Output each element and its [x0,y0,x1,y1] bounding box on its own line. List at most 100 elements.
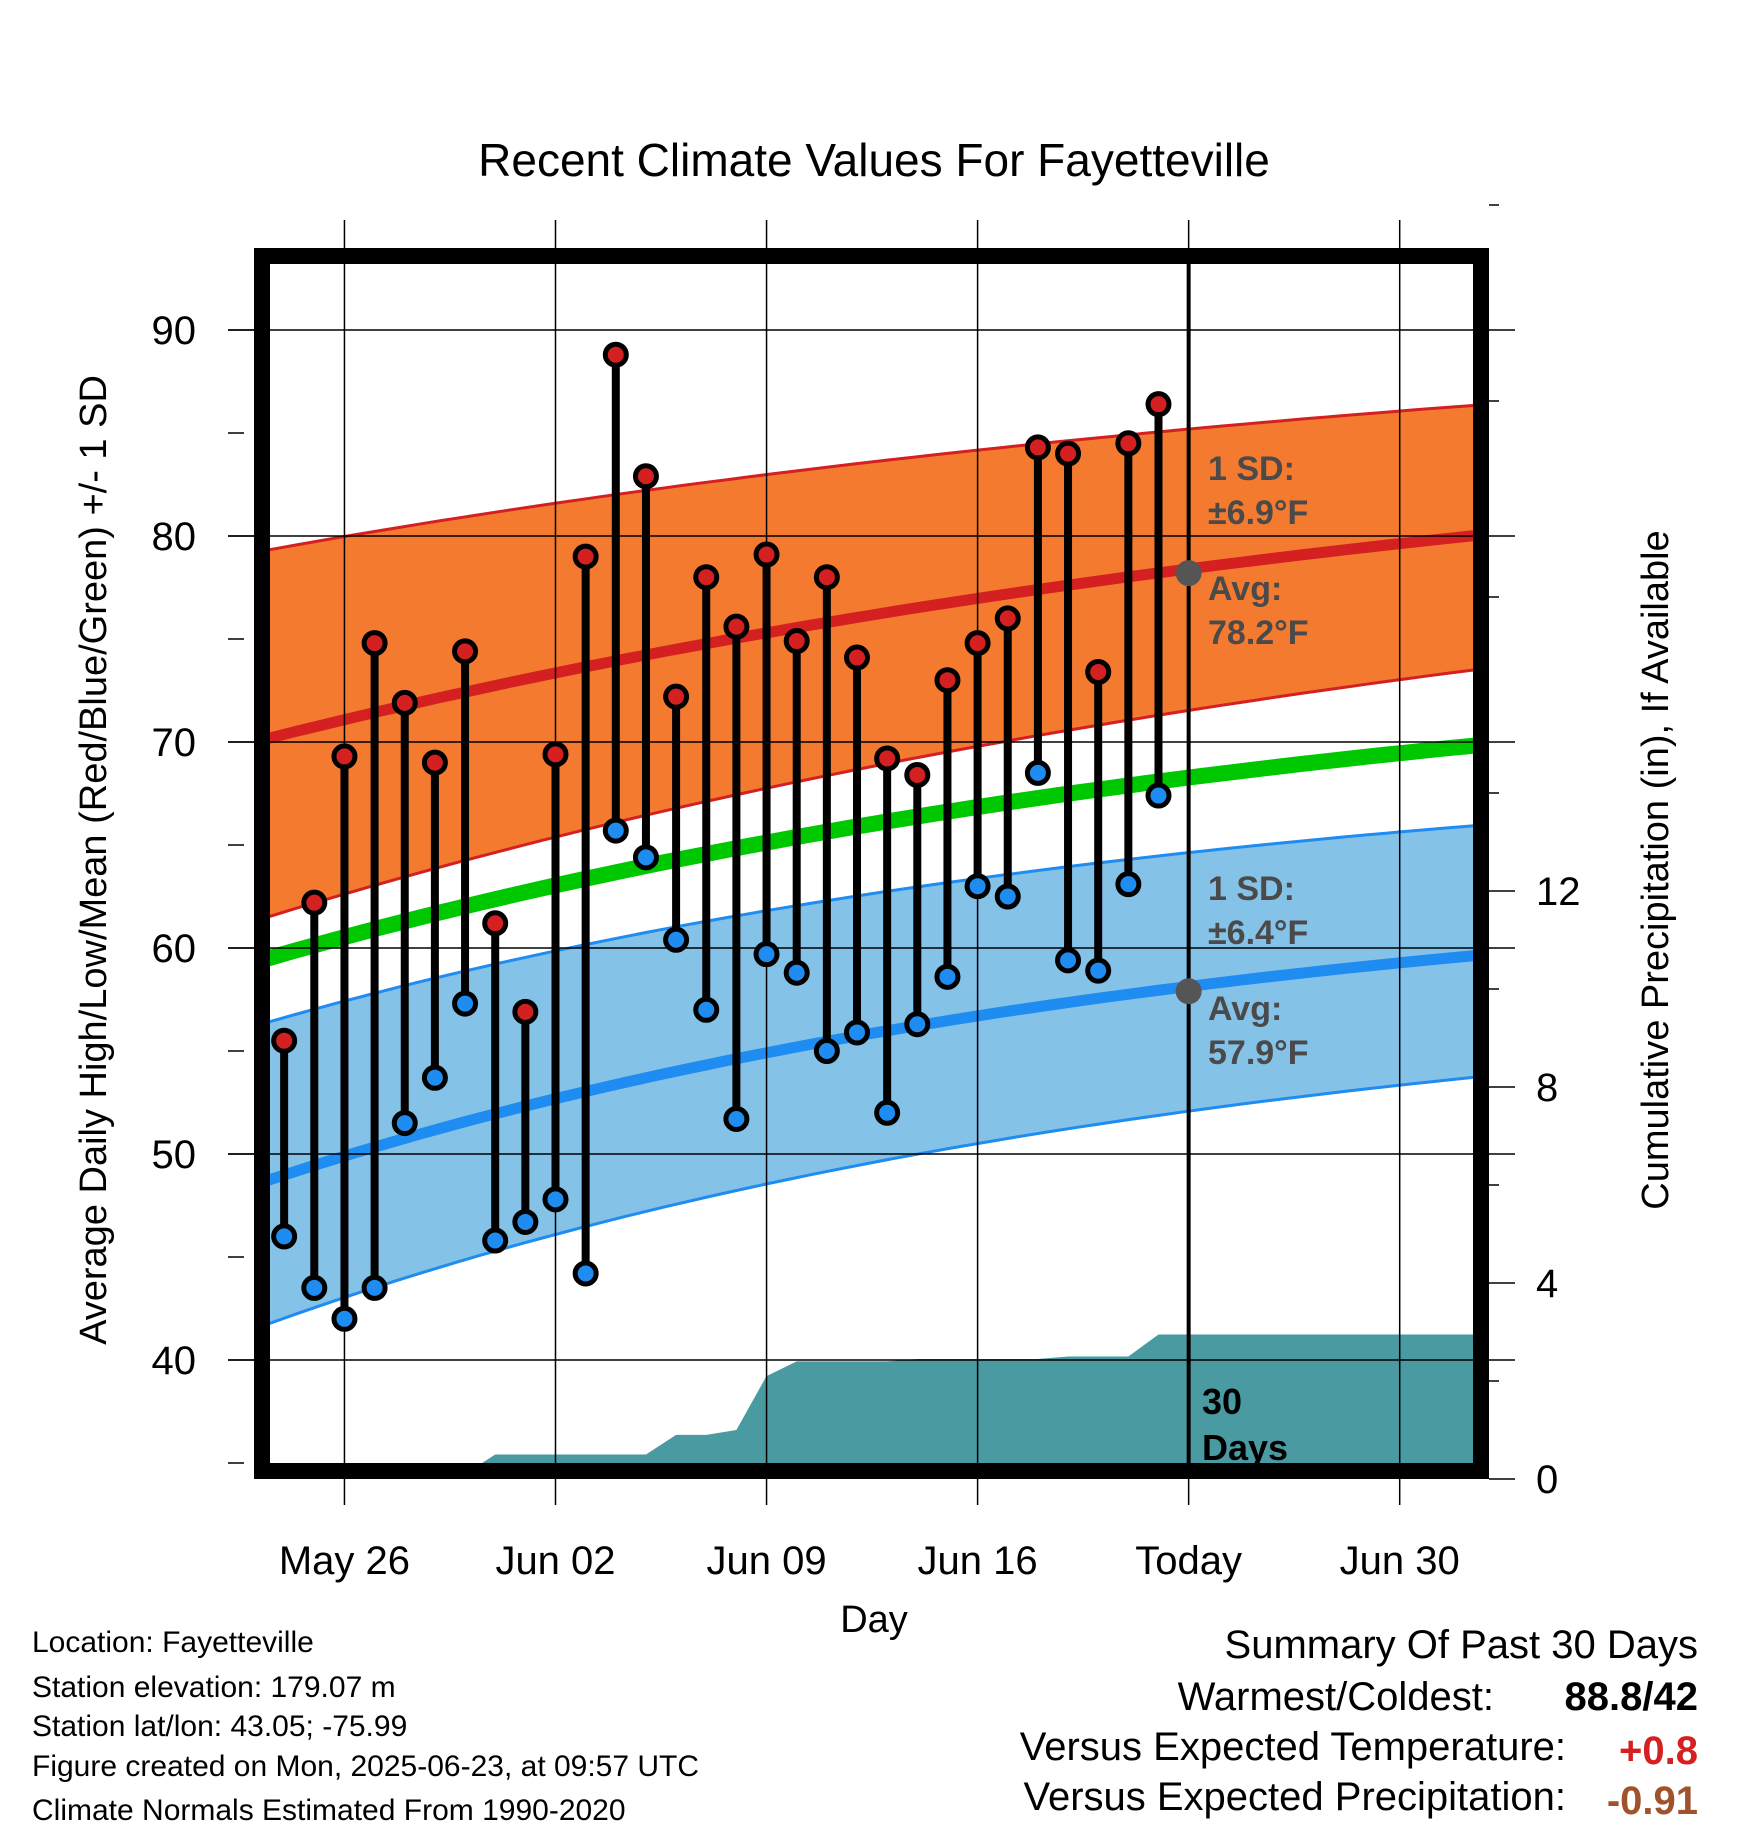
summary-precip-label: Versus Expected Precipitation: [1023,1775,1566,1819]
daily-low-point [723,1105,750,1132]
y2-axis-label: Cumulative Precipitation (in), If Availa… [1635,530,1677,1209]
y-axis-label: Average Daily High/Low/Mean (Red/Blue/Gr… [73,375,115,1345]
y2-tick-label: 8 [1536,1066,1558,1110]
daily-low-point [271,1223,298,1250]
days-label-word: Days [1202,1427,1288,1468]
daily-low-point [1055,947,1082,974]
y-tick-label: 50 [152,1133,197,1177]
daily-high-point [1024,434,1051,461]
summary-panel: Summary Of Past 30 Days Warmest/Coldest:… [1020,1623,1698,1823]
daily-high-point [874,745,901,772]
daily-low-point [693,996,720,1023]
axis-ticks: 40 50 60 70 80 90 0 4 8 12 May 26 Jun 02 Jun 09 Jun 1… [152,204,1581,1583]
summary-warmest-value: 88.8/42 [1565,1675,1698,1719]
y2-tick-label: 0 [1536,1458,1558,1502]
daily-high-point [904,761,931,788]
daily-low-point [874,1099,901,1126]
daily-high-point [1115,430,1142,457]
summary-precip-value: -0.91 [1607,1779,1698,1823]
mean-avg-line [254,736,1489,971]
info-created: Figure created on Mon, 2025-06-23, at 09… [32,1750,699,1783]
info-latlon: Station lat/lon: 43.05; -75.99 [32,1710,407,1743]
daily-low-point [572,1260,599,1287]
daily-low-point [1024,759,1051,786]
low-lower-line [254,1074,1489,1331]
daily-high-point [572,543,599,570]
daily-low-point [331,1305,358,1332]
daily-high-point [542,741,569,768]
daily-high-point [331,743,358,770]
x-tick-label: Jun 30 [1340,1539,1460,1583]
daily-low-point [361,1274,388,1301]
daily-high-point [1085,658,1112,685]
days-label-number: 30 [1202,1381,1242,1422]
daily-low-point [994,883,1021,910]
daily-high-point [1055,440,1082,467]
low-sd-value: ±6.4°F [1208,914,1308,952]
daily-high-point [813,564,840,591]
precip-area [254,1334,1489,1479]
daily-high-point [602,341,629,368]
daily-low-point [1145,782,1172,809]
y2-tick-label: 12 [1536,870,1581,914]
daily-low-point [452,990,479,1017]
low-avg-line [254,948,1489,1191]
info-normals: Climate Normals Estimated From 1990-2020 [32,1794,626,1827]
high-lower-line [254,666,1489,923]
daily-low-point [301,1274,328,1301]
daily-low-point [512,1208,539,1235]
daily-low-point [482,1227,509,1254]
daily-low-point [542,1186,569,1213]
daily-low-point [1085,957,1112,984]
daily-high-point [301,889,328,916]
daily-high-point [934,667,961,694]
low-avg-label: Avg: [1208,990,1282,1028]
y-tick-label: 70 [152,721,197,765]
high-sd-label: 1 SD: [1208,450,1295,488]
x-axis-label: Day [840,1599,908,1641]
daily-high-point [271,1027,298,1054]
high-avg-line [254,528,1489,748]
low-avg-marker [1175,978,1202,1005]
x-tick-label: Jun 16 [918,1539,1038,1583]
daily-low-point [421,1064,448,1091]
plot-area [228,220,1515,1505]
daily-low-point [934,963,961,990]
high-avg-label: Avg: [1208,570,1282,608]
daily-high-point [844,644,870,671]
daily-low-point [844,1019,870,1046]
daily-low-point [632,844,659,871]
high-sd-band [254,404,1489,922]
daily-high-point [512,998,539,1025]
summary-warmest-label: Warmest/Coldest: [1178,1675,1494,1719]
daily-low-point [663,926,690,953]
plot-frame [254,248,1489,1479]
low-sd-label: 1 SD: [1208,870,1295,908]
info-location: Location: Fayetteville [32,1626,314,1659]
daily-low-point [391,1110,418,1137]
daily-high-point [753,541,780,568]
high-sd-value: ±6.9°F [1208,494,1308,532]
daily-high-point [783,628,810,655]
y-tick-label: 80 [152,515,197,559]
daily-high-point [1145,391,1172,418]
summary-temp-value: +0.8 [1619,1729,1698,1773]
daily-high-point [482,910,509,937]
daily-high-point [361,630,388,657]
daily-low-point [904,1011,931,1038]
daily-low-point [1115,871,1142,898]
y-tick-label: 40 [152,1339,197,1383]
daily-high-point [994,605,1021,632]
daily-high-point [632,463,659,490]
daily-high-point [452,638,479,665]
chart-title: Recent Climate Values For Fayetteville [478,134,1270,186]
summary-heading: Summary Of Past 30 Days [1225,1623,1698,1667]
daily-low-point [753,941,780,968]
high-upper-line [254,402,1489,554]
daily-high-point [693,564,720,591]
low-avg-value: 57.9°F [1208,1034,1309,1072]
high-avg-value: 78.2°F [1208,614,1309,652]
y-tick-label: 60 [152,927,197,971]
daily-high-point [391,689,418,716]
